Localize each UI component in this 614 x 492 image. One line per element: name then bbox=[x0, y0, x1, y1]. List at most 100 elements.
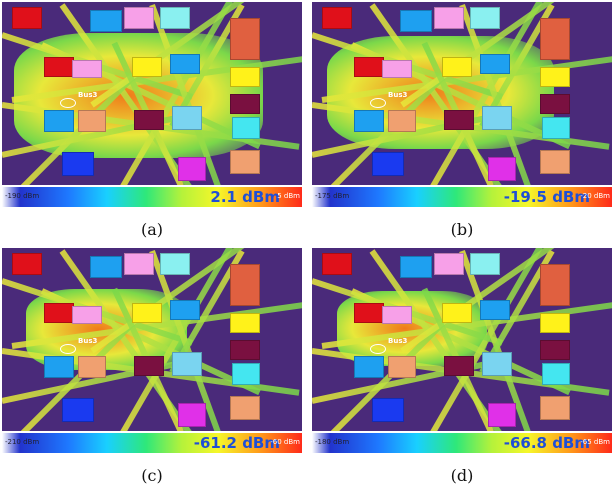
color-scale-b: -175 dBm -19.5 dBm -20 dBm bbox=[312, 187, 612, 207]
building-block bbox=[44, 110, 74, 132]
panel-d: Bus3 -180 dBm -66.8 dBm -65 dBm (d) bbox=[312, 248, 612, 488]
building-block bbox=[470, 253, 500, 275]
building-block bbox=[488, 403, 516, 427]
building-block bbox=[540, 150, 570, 174]
building-block bbox=[134, 356, 164, 376]
building-block bbox=[444, 356, 474, 376]
building-block bbox=[322, 7, 352, 29]
building-block bbox=[132, 57, 162, 77]
building-block bbox=[44, 303, 74, 323]
building-block bbox=[178, 403, 206, 427]
building-block bbox=[160, 253, 190, 275]
building-block bbox=[170, 54, 200, 74]
building-block bbox=[172, 352, 202, 376]
building-block bbox=[62, 152, 94, 176]
building-block bbox=[160, 7, 190, 29]
building-block bbox=[382, 60, 412, 78]
bus-label: Bus3 bbox=[78, 91, 98, 99]
heatmap-c: Bus3 bbox=[2, 248, 302, 431]
building-block bbox=[230, 94, 260, 114]
building-block bbox=[62, 398, 94, 422]
building-block bbox=[172, 106, 202, 130]
building-block bbox=[372, 398, 404, 422]
bus-marker bbox=[60, 344, 76, 354]
color-scale-c: -210 dBm -61.2 dBm -60 dBm bbox=[2, 433, 302, 453]
building-block bbox=[230, 313, 260, 333]
building-block bbox=[230, 67, 260, 87]
bus-marker bbox=[370, 98, 386, 108]
building-block bbox=[354, 57, 384, 77]
building-block bbox=[540, 313, 570, 333]
heatmap-b: Bus3 bbox=[312, 2, 612, 185]
building-block bbox=[388, 356, 416, 378]
building-block bbox=[230, 18, 260, 60]
building-block bbox=[542, 117, 570, 139]
bus-label: Bus3 bbox=[388, 337, 408, 345]
building-block bbox=[540, 67, 570, 87]
scale-max-label: -20 dBm bbox=[580, 192, 610, 200]
building-block bbox=[400, 10, 432, 32]
building-block bbox=[230, 340, 260, 360]
bus-marker bbox=[60, 98, 76, 108]
building-block bbox=[480, 54, 510, 74]
color-scale-a: -190 dBm 2.1 dBm 5 dBm bbox=[2, 187, 302, 207]
building-block bbox=[488, 157, 516, 181]
building-block bbox=[442, 303, 472, 323]
building-block bbox=[170, 300, 200, 320]
building-block bbox=[388, 110, 416, 132]
building-block bbox=[44, 356, 74, 378]
building-block bbox=[372, 152, 404, 176]
building-block bbox=[230, 150, 260, 174]
heatmap-a: Bus3 bbox=[2, 2, 302, 185]
building-block bbox=[540, 18, 570, 60]
building-block bbox=[72, 306, 102, 324]
building-block bbox=[482, 352, 512, 376]
building-block bbox=[134, 110, 164, 130]
building-block bbox=[78, 356, 106, 378]
building-block bbox=[444, 110, 474, 130]
building-block bbox=[354, 303, 384, 323]
building-block bbox=[12, 7, 42, 29]
building-block bbox=[482, 106, 512, 130]
panel-c: Bus3 -210 dBm -61.2 dBm -60 dBm (c) bbox=[2, 248, 302, 488]
caption: (c) bbox=[141, 466, 163, 485]
scale-min-label: -175 dBm bbox=[315, 192, 350, 200]
building-block bbox=[12, 253, 42, 275]
scale-min-label: -190 dBm bbox=[5, 192, 40, 200]
bus-label: Bus3 bbox=[78, 337, 98, 345]
building-block bbox=[124, 253, 154, 275]
bus-marker bbox=[370, 344, 386, 354]
scale-max-label: -60 dBm bbox=[270, 438, 300, 446]
building-block bbox=[232, 117, 260, 139]
building-block bbox=[230, 396, 260, 420]
bus-label: Bus3 bbox=[388, 91, 408, 99]
building-block bbox=[540, 264, 570, 306]
building-block bbox=[132, 303, 162, 323]
building-block bbox=[124, 7, 154, 29]
building-block bbox=[354, 356, 384, 378]
building-block bbox=[90, 10, 122, 32]
building-block bbox=[44, 57, 74, 77]
caption: (d) bbox=[450, 466, 474, 485]
building-block bbox=[540, 396, 570, 420]
panel-a: Bus3 -190 dBm 2.1 dBm 5 dBm (a) bbox=[2, 2, 302, 242]
building-block bbox=[322, 253, 352, 275]
building-block bbox=[442, 57, 472, 77]
power-value: 2.1 dBm bbox=[210, 188, 280, 206]
building-block bbox=[540, 94, 570, 114]
scale-min-label: -210 dBm bbox=[5, 438, 40, 446]
panel-b: Bus3 -175 dBm -19.5 dBm -20 dBm (b) bbox=[312, 2, 612, 242]
building-block bbox=[470, 7, 500, 29]
building-block bbox=[232, 363, 260, 385]
caption: (a) bbox=[140, 220, 164, 239]
building-block bbox=[354, 110, 384, 132]
scale-max-label: 5 dBm bbox=[277, 192, 300, 200]
building-block bbox=[90, 256, 122, 278]
power-value: -61.2 dBm bbox=[193, 434, 280, 452]
building-block bbox=[78, 110, 106, 132]
power-value: -66.8 dBm bbox=[503, 434, 590, 452]
building-block bbox=[542, 363, 570, 385]
caption: (b) bbox=[450, 220, 474, 239]
heatmap-d: Bus3 bbox=[312, 248, 612, 431]
color-scale-d: -180 dBm -66.8 dBm -65 dBm bbox=[312, 433, 612, 453]
